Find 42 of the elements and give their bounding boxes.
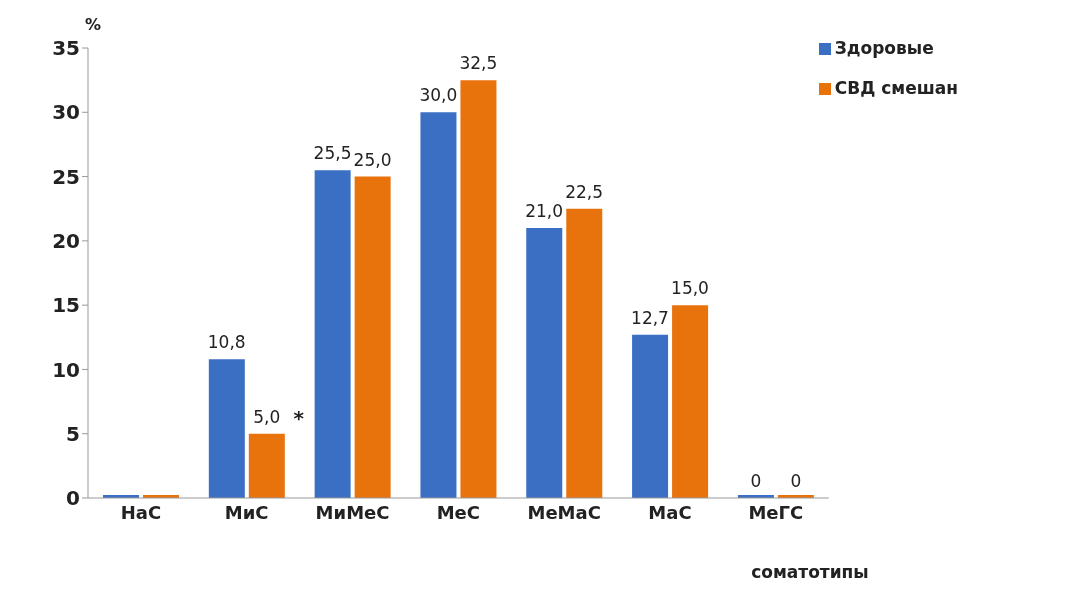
bar xyxy=(208,359,245,498)
legend-label: Здоровые xyxy=(834,38,934,58)
x-tick-label: МиС xyxy=(224,501,269,523)
data-label: 15,0 xyxy=(671,278,709,299)
data-label: 10,8 xyxy=(207,332,246,353)
annotation: * xyxy=(293,405,305,430)
data-label: 5,0 xyxy=(253,406,281,427)
bar xyxy=(632,334,669,498)
x-tick-label: МаС xyxy=(648,501,692,523)
y-tick-label: 30 xyxy=(52,100,80,125)
bar xyxy=(354,176,391,498)
data-label: 21,0 xyxy=(525,201,564,221)
bar xyxy=(460,80,497,498)
data-label: 30,0 xyxy=(419,85,458,106)
x-tick-label: МеС xyxy=(436,501,481,523)
x-tick-label: МеМаС xyxy=(527,501,601,523)
x-tick-label: МиМеС xyxy=(315,501,390,523)
bar xyxy=(672,305,709,498)
y-tick-label: 5 xyxy=(66,421,80,446)
x-tick-label: МеГС xyxy=(748,501,804,523)
x-axis-title: соматотипы xyxy=(751,562,869,582)
y-tick-label: 0 xyxy=(66,486,80,511)
bar xyxy=(566,208,603,498)
legend-label: СВД смешан xyxy=(834,78,958,98)
bar xyxy=(314,170,351,498)
x-tick-label: НаС xyxy=(120,501,162,523)
bar xyxy=(526,228,563,498)
data-label: 25,5 xyxy=(313,143,352,164)
data-label: 0 xyxy=(750,471,762,491)
y-tick-label: 15 xyxy=(52,293,80,318)
bar xyxy=(248,433,285,498)
bar xyxy=(420,112,457,498)
data-label: 22,5 xyxy=(565,181,604,202)
y-tick-label: 25 xyxy=(52,164,80,189)
data-label: 12,7 xyxy=(631,307,669,328)
y-tick-label: 20 xyxy=(52,228,80,253)
data-label: 25,0 xyxy=(353,149,392,170)
y-tick-label: 35 xyxy=(52,36,80,61)
data-label: 32,5 xyxy=(459,53,498,74)
y-tick-label: 10 xyxy=(52,357,80,382)
data-label: 0 xyxy=(790,471,802,491)
y-axis-title: % xyxy=(84,15,102,34)
